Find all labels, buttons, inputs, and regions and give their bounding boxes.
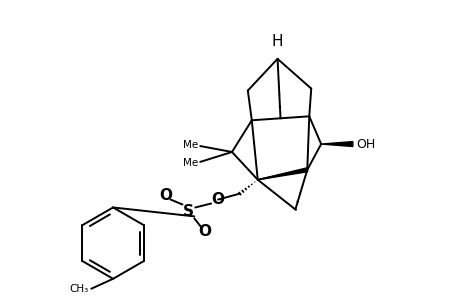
- Text: S: S: [183, 204, 193, 219]
- Text: OH: OH: [355, 138, 374, 151]
- Polygon shape: [257, 168, 307, 180]
- Text: O: O: [198, 224, 211, 239]
- Polygon shape: [320, 142, 352, 146]
- Text: CH₃: CH₃: [69, 284, 88, 294]
- Text: Me: Me: [183, 140, 198, 150]
- Text: H: H: [271, 34, 283, 49]
- Text: O: O: [211, 192, 224, 207]
- Text: Me: Me: [183, 158, 198, 168]
- Text: O: O: [159, 188, 172, 203]
